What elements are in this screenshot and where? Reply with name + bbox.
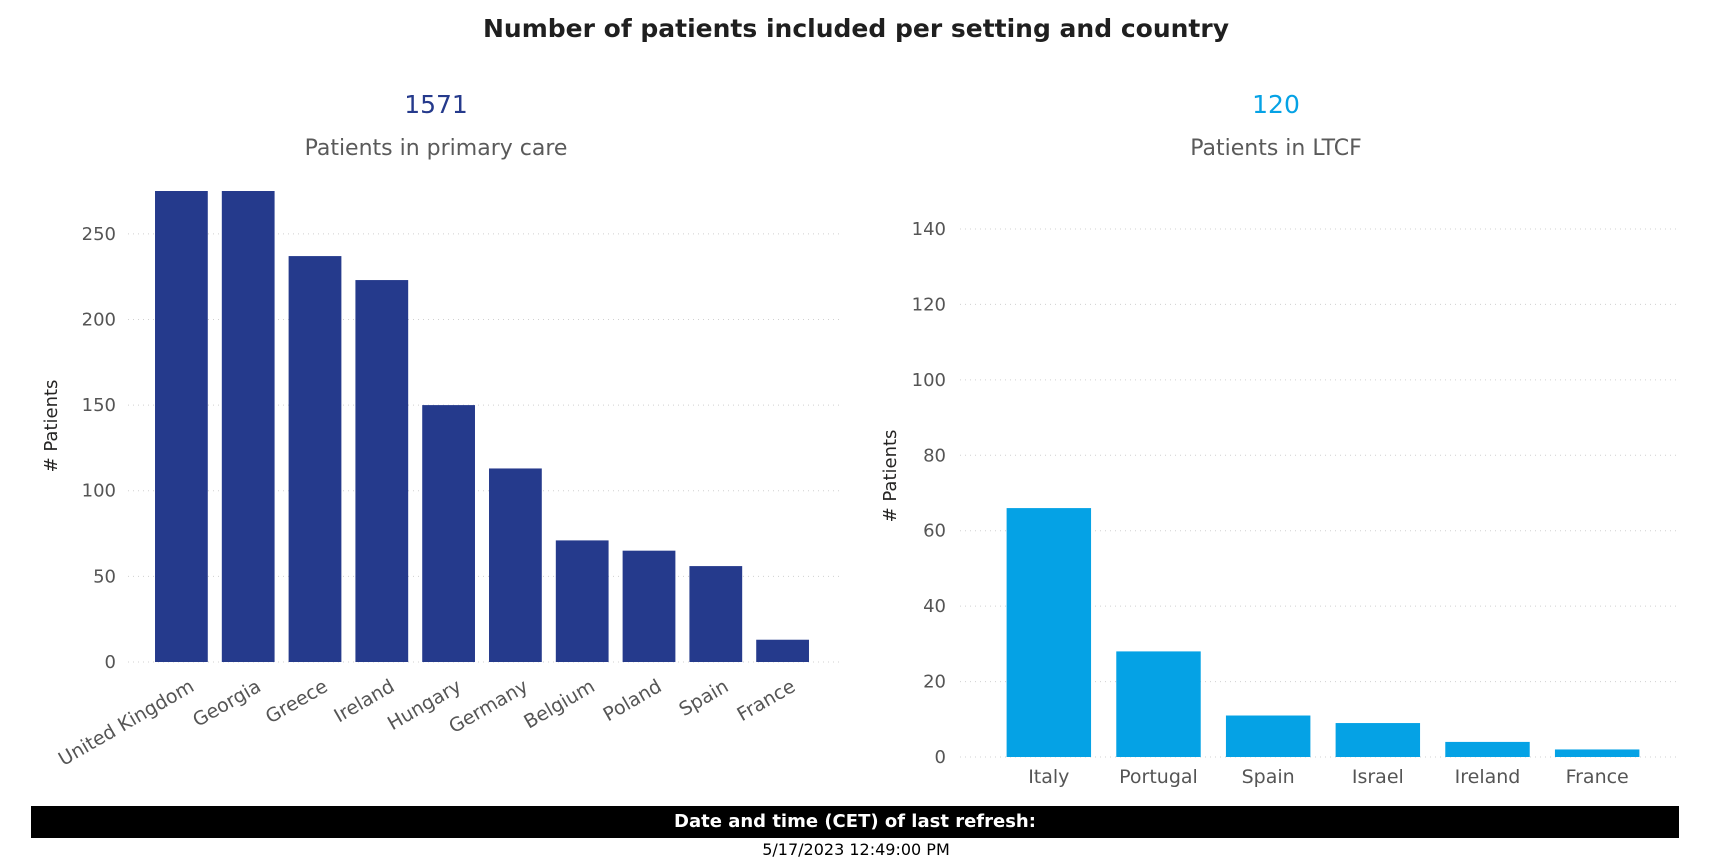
page-title: Number of patients included per setting … — [482, 14, 1229, 43]
y-tick-label: 60 — [923, 521, 946, 542]
x-tick-label: France — [733, 675, 799, 726]
x-tick-label: France — [1566, 766, 1629, 788]
bar-portugal — [1116, 651, 1201, 757]
bar-united-kingdom — [155, 191, 208, 662]
y-tick-label: 0 — [105, 652, 116, 673]
y-tick-label: 100 — [912, 370, 946, 391]
bar-ireland — [355, 280, 409, 662]
kpi-ltcf-value: 120 — [1252, 90, 1300, 119]
y-tick-label: 150 — [82, 395, 116, 416]
last-refresh-timestamp: 5/17/2023 12:49:00 PM — [762, 840, 950, 859]
y-tick-label: 200 — [82, 309, 116, 330]
x-tick-label: Portugal — [1119, 766, 1198, 788]
kpi-primary-care-label: Patients in primary care — [304, 136, 568, 161]
kpi-primary-care-value: 1571 — [404, 90, 468, 119]
y-tick-label: 100 — [82, 481, 116, 502]
y-tick-label: 40 — [923, 596, 946, 617]
bar-spain — [689, 566, 743, 662]
x-tick-label: Greece — [262, 675, 332, 728]
y-tick-label: 20 — [923, 672, 946, 693]
bar-greece — [288, 256, 342, 662]
bar-belgium — [555, 540, 609, 662]
bar-hungary — [422, 405, 475, 662]
bar-france — [756, 639, 809, 662]
y-tick-label: 80 — [923, 445, 946, 466]
x-tick-label: Spain — [675, 675, 732, 721]
y-tick-label: 50 — [93, 566, 116, 587]
x-tick-label: Georgia — [189, 675, 265, 731]
bar-ireland — [1445, 741, 1530, 757]
x-tick-label: Spain — [1242, 766, 1295, 788]
y-axis-label: # Patients — [41, 380, 62, 473]
x-tick-label: Belgium — [520, 675, 598, 733]
x-tick-label: Ireland — [1455, 766, 1521, 788]
bar-spain — [1225, 715, 1311, 757]
x-tick-label: Israel — [1352, 766, 1404, 788]
ltcf-bar-chart: # Patients 0 20 40 60 80 100 120 140 Italy Portuga… — [880, 219, 1680, 788]
x-tick-label: Italy — [1028, 766, 1069, 788]
y-tick-label: 250 — [82, 224, 116, 245]
x-tick-label: Poland — [600, 675, 666, 726]
y-tick-label: 120 — [912, 294, 946, 315]
bar-france — [1554, 749, 1640, 757]
bar-israel — [1335, 723, 1421, 757]
kpi-ltcf-label: Patients in LTCF — [1190, 136, 1362, 161]
bar-georgia — [221, 191, 275, 662]
y-axis-label: # Patients — [880, 430, 901, 523]
y-tick-label: 140 — [912, 219, 946, 240]
last-refresh-label: Date and time (CET) of last refresh: — [31, 806, 1679, 838]
x-tick-label: United Kingdom — [55, 675, 198, 770]
bar-italy — [1006, 508, 1092, 757]
bar-germany — [489, 468, 542, 662]
y-tick-label: 0 — [935, 747, 946, 768]
bar-poland — [622, 550, 676, 662]
